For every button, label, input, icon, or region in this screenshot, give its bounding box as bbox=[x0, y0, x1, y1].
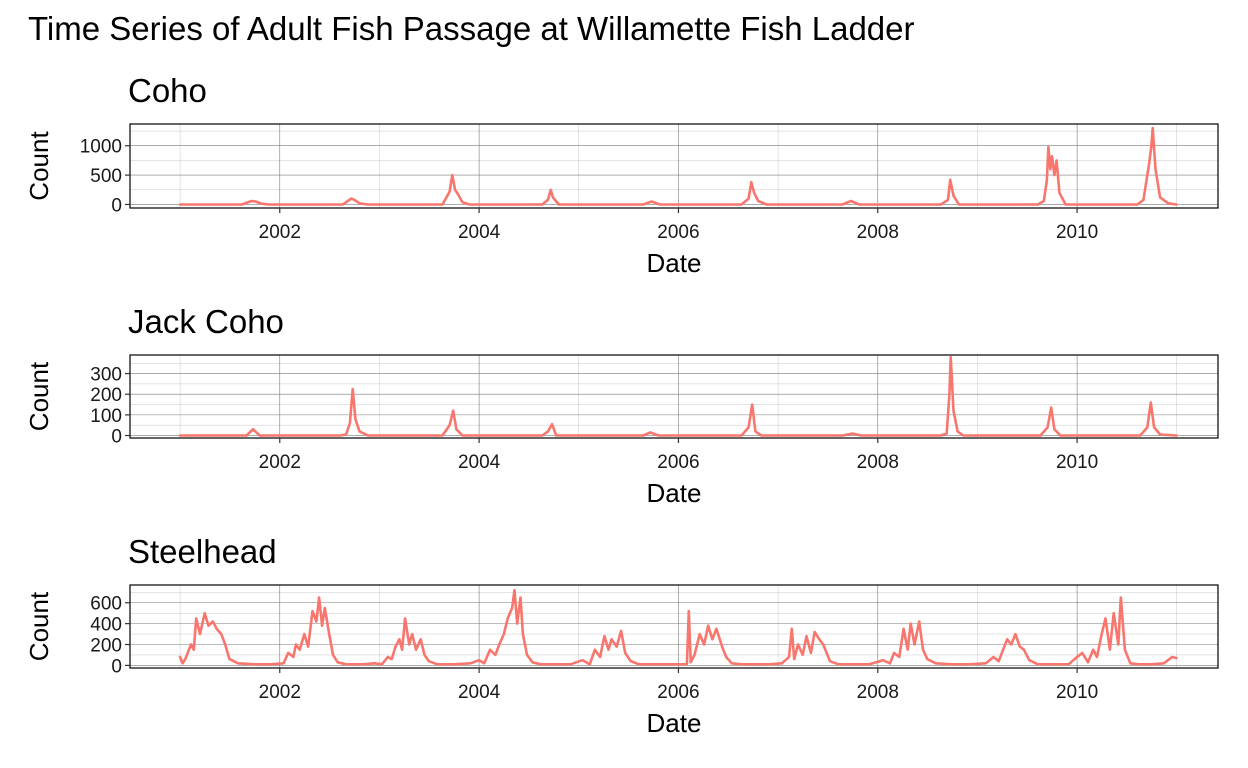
y-tick-label: 500 bbox=[90, 166, 122, 187]
panel-title: Coho bbox=[128, 72, 207, 109]
y-tick-label: 100 bbox=[90, 406, 122, 427]
panel-title: Jack Coho bbox=[128, 303, 284, 340]
x-tick-label: 2010 bbox=[1056, 222, 1098, 243]
x-tick-label: 2008 bbox=[857, 222, 899, 243]
series-line bbox=[178, 355, 1178, 437]
x-tick-label: 2002 bbox=[259, 682, 301, 703]
y-axis-title: Count bbox=[24, 361, 54, 431]
x-tick-label: 2006 bbox=[657, 682, 699, 703]
panel-coho: Coho 2002 2004 2006 2008 2010 0 500 1000 Date Cou… bbox=[24, 72, 1219, 278]
panel-border bbox=[129, 354, 1219, 439]
panel-border bbox=[129, 123, 1219, 209]
y-tick-label: 200 bbox=[90, 636, 122, 657]
x-tick-label: 2010 bbox=[1056, 682, 1098, 703]
panel-steelhead: Steelhead 2002 2004 2006 2008 2010 0200400600… bbox=[24, 533, 1219, 738]
y-tick-label: 1000 bbox=[80, 137, 122, 158]
y-axis-title: Count bbox=[24, 131, 54, 201]
x-tick-label: 2004 bbox=[458, 682, 501, 703]
series-line bbox=[178, 126, 1178, 206]
x-tick-label: 2004 bbox=[458, 222, 501, 243]
y-tick-label: 400 bbox=[90, 615, 122, 636]
x-tick-label: 2006 bbox=[657, 222, 699, 243]
y-axis-title: Count bbox=[24, 591, 54, 661]
x-tick-label: 2008 bbox=[857, 452, 899, 473]
y-tick-label: 300 bbox=[90, 365, 122, 386]
x-tick-label: 2008 bbox=[857, 682, 899, 703]
x-axis-title: Date bbox=[647, 478, 702, 508]
x-axis-title: Date bbox=[647, 708, 702, 738]
x-tick-label: 2010 bbox=[1056, 452, 1098, 473]
y-tick-label: 0 bbox=[111, 195, 122, 216]
panel-title: Steelhead bbox=[128, 533, 277, 570]
x-axis-title: Date bbox=[647, 248, 702, 278]
panel-body: 2002 2004 2006 2008 2010 0 500 1000 Date Count bbox=[24, 123, 1219, 278]
panel-border bbox=[129, 584, 1219, 669]
x-tick-label: 2002 bbox=[259, 222, 301, 243]
series-line bbox=[178, 588, 1178, 666]
y-tick-label: 0 bbox=[111, 427, 122, 448]
figure-title: Time Series of Adult Fish Passage at Wil… bbox=[28, 10, 915, 47]
x-tick-label: 2006 bbox=[657, 452, 699, 473]
y-tick-label: 200 bbox=[90, 385, 122, 406]
x-tick-label: 2004 bbox=[458, 452, 501, 473]
panel-jack-coho: Jack Coho 2002 2004 2006 2008 2010 0100200300… bbox=[24, 303, 1219, 508]
y-tick-label: 0 bbox=[111, 656, 122, 677]
y-tick-label: 600 bbox=[90, 594, 122, 615]
x-tick-label: 2002 bbox=[259, 452, 301, 473]
